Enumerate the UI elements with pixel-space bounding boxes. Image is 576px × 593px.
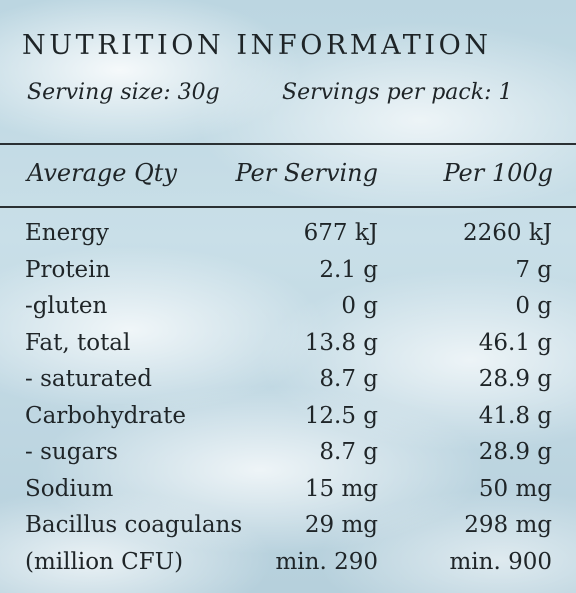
nutrient-name: -gluten [25,293,108,319]
per-serving-value: 8.7 g [319,439,378,465]
per-serving-value: 0 g [341,293,378,319]
table-row: -gluten 0 g 0 g [0,289,576,326]
per-100g-value: 298 mg [464,512,552,538]
table-row: Bacillus coagulans 29 mg 298 mg [0,508,576,545]
nutrient-name: Energy [25,220,109,246]
table-top-rule [0,143,576,145]
nutrient-name: Carbohydrate [25,402,186,429]
header-per-serving: Per Serving [235,159,378,187]
serving-size: Serving size: 30g [27,80,220,105]
nutrient-name: Sodium [25,475,114,502]
nutrient-name: - saturated [25,366,152,392]
per-100g-value: 41.8 g [478,402,552,429]
per-100g-value: min. 900 [449,548,552,575]
per-serving-value: 13.8 g [304,329,378,356]
per-100g-value: 2260 kJ [462,220,552,246]
per-serving-value: 8.7 g [319,366,378,392]
per-100g-value: 0 g [515,293,552,319]
nutrient-name: Fat, total [25,329,131,356]
table-row: Energy 677 kJ 2260 kJ [0,216,576,253]
per-100g-value: 46.1 g [478,329,552,356]
nutrient-name: Protein [25,256,111,283]
servings-per-pack: Servings per pack: 1 [282,80,513,105]
per-serving-value: 15 mg [304,475,378,502]
table-row: - saturated 8.7 g 28.9 g [0,362,576,399]
table-row: Fat, total 13.8 g 46.1 g [0,326,576,363]
per-serving-value: 2.1 g [319,256,378,283]
header-divider-rule [0,206,576,208]
nutrient-name: Bacillus coagulans [25,512,243,538]
table-row: Protein 2.1 g 7 g [0,253,576,290]
per-serving-value: 12.5 g [304,402,378,429]
header-average-qty: Average Qty [27,159,177,187]
nutrition-table: Energy 677 kJ 2260 kJ Protein 2.1 g 7 g … [0,216,576,581]
nutrient-name: - sugars [25,439,118,465]
per-serving-value: 677 kJ [303,220,378,246]
per-100g-value: 28.9 g [478,439,552,465]
table-row: Sodium 15 mg 50 mg [0,472,576,509]
per-serving-value: min. 290 [275,548,378,575]
table-row: Carbohydrate 12.5 g 41.8 g [0,399,576,436]
table-row: - sugars 8.7 g 28.9 g [0,435,576,472]
per-100g-value: 28.9 g [478,366,552,392]
per-100g-value: 50 mg [478,475,552,502]
per-100g-value: 7 g [515,256,552,283]
per-serving-value: 29 mg [304,512,378,538]
table-row: (million CFU) min. 290 min. 900 [0,545,576,582]
nutrient-name: (million CFU) [25,548,184,575]
header-per-100g: Per 100g [443,159,553,187]
page-title: NUTRITION INFORMATION [22,30,492,61]
